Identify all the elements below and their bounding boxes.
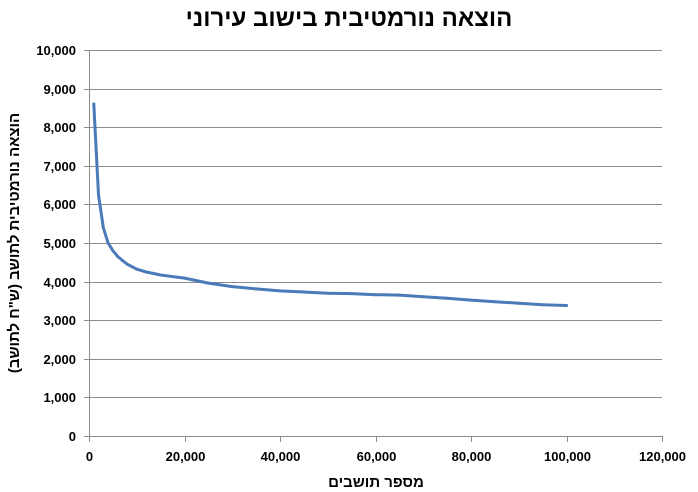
y-tick-label: 1,000 xyxy=(43,390,76,405)
plot-series xyxy=(92,102,568,307)
x-tick-label: 80,000 xyxy=(452,449,492,464)
data-point xyxy=(421,295,425,299)
data-point xyxy=(397,293,401,297)
data-point xyxy=(302,290,306,294)
data-point xyxy=(350,292,354,296)
data-point xyxy=(101,226,105,230)
y-tick-label: 4,000 xyxy=(43,275,76,290)
chart-title: הוצאה נורמטיבית בישוב עירוני xyxy=(186,5,513,32)
data-point xyxy=(374,293,377,297)
data-point xyxy=(206,281,210,285)
data-point xyxy=(120,258,124,262)
data-point xyxy=(493,300,497,304)
y-tick-label: 3,000 xyxy=(43,313,76,328)
data-point xyxy=(106,241,110,245)
y-tick-label: 7,000 xyxy=(43,159,76,174)
data-point xyxy=(183,276,186,280)
data-point xyxy=(97,193,100,197)
x-axis-title: מספר תושבים xyxy=(328,474,424,491)
data-point xyxy=(278,289,282,293)
y-tick-label: 0 xyxy=(69,429,76,444)
grid-lines xyxy=(89,50,662,437)
x-tick-label: 60,000 xyxy=(357,449,397,464)
data-point xyxy=(144,270,148,274)
y-tick-label: 10,000 xyxy=(36,43,76,58)
data-point xyxy=(92,102,96,106)
data-point xyxy=(116,255,120,258)
x-tick-label: 100,000 xyxy=(544,449,591,464)
data-point xyxy=(469,298,473,302)
data-point xyxy=(125,262,129,266)
data-point xyxy=(517,301,521,305)
x-tick-label: 0 xyxy=(86,449,93,464)
y-tick-label: 6,000 xyxy=(43,197,76,212)
data-point xyxy=(135,267,139,271)
data-point xyxy=(326,291,330,295)
y-tick-label: 8,000 xyxy=(43,120,76,135)
data-point xyxy=(230,285,234,289)
data-point xyxy=(445,296,449,300)
y-axis-title: הוצאה נורמטיבית לתושב (ש"ח לתושב) xyxy=(6,113,23,373)
y-axis: 0 1,000 2,000 3,000 4,000 5,000 6,000 7,000 8,00… xyxy=(36,43,90,444)
x-tick-label: 40,000 xyxy=(261,449,301,464)
y-tick-label: 9,000 xyxy=(43,82,76,97)
data-point xyxy=(111,249,115,253)
x-tick-label: 120,000 xyxy=(639,449,686,464)
y-tick-label: 5,000 xyxy=(43,236,76,251)
x-axis: 0 20,000 40,000 60,000 80,000 100,000 120,000 xyxy=(86,436,686,464)
data-point xyxy=(159,273,163,277)
data-point xyxy=(565,304,568,307)
data-point xyxy=(254,287,258,291)
x-tick-label: 20,000 xyxy=(166,449,206,464)
data-point xyxy=(541,303,545,307)
y-tick-label: 2,000 xyxy=(43,352,76,367)
series-line xyxy=(92,102,568,307)
